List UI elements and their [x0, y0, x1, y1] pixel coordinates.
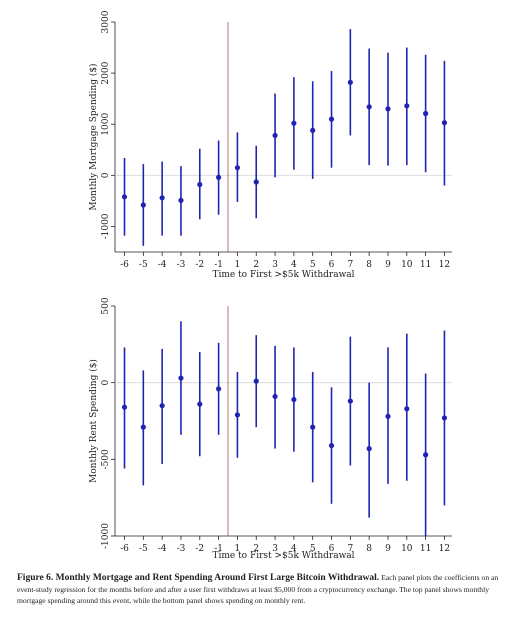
x-tick-label: 7 [347, 544, 353, 554]
data-point [347, 398, 353, 404]
x-tick-label: -5 [139, 260, 148, 270]
x-tick-label: 9 [385, 260, 391, 270]
x-tick-label: 4 [291, 260, 297, 270]
data-point [404, 406, 410, 412]
x-tick-label: 2 [253, 544, 259, 554]
data-point [291, 396, 297, 403]
x-tick-label: 5 [310, 260, 316, 270]
data-point [272, 393, 278, 400]
x-tick-label: 9 [385, 544, 391, 554]
y-tick-label: -1000 [101, 523, 111, 549]
x-axis-title: Time to First >$5k Withdrawal [212, 551, 354, 561]
data-point [347, 79, 353, 85]
x-tick-label: -3 [177, 544, 186, 554]
data-point [423, 110, 429, 117]
data-point [121, 404, 128, 410]
x-tick-label: 7 [347, 260, 353, 270]
data-point [253, 378, 259, 384]
data-point [253, 179, 259, 185]
data-point [366, 104, 372, 110]
data-point [159, 195, 165, 201]
x-tick-label: -5 [139, 544, 148, 554]
x-tick-label: 1 [235, 544, 241, 554]
x-tick-label: -4 [158, 260, 167, 270]
x-tick-label: -6 [120, 544, 129, 554]
y-tick-label: 500 [101, 297, 111, 314]
data-point [197, 181, 203, 188]
data-point [216, 174, 222, 180]
x-tick-label: 10 [401, 544, 413, 554]
data-point [178, 197, 184, 203]
data-point [178, 375, 184, 381]
data-point [385, 106, 391, 112]
data-point [140, 424, 146, 430]
data-point [404, 103, 410, 109]
y-tick-label: 1000 [101, 112, 111, 135]
x-tick-label: -1 [214, 544, 223, 554]
x-tick-label: 12 [439, 260, 450, 270]
y-axis-title: Monthly Rent Spending ($) [88, 359, 99, 483]
x-tick-label: -2 [195, 260, 204, 270]
data-point [159, 403, 165, 409]
y-tick-label: -1000 [101, 213, 111, 239]
data-point [197, 401, 203, 407]
x-tick-label: 4 [291, 544, 297, 554]
x-tick-label: 11 [420, 260, 431, 270]
y-tick-label: 2000 [101, 61, 111, 84]
y-tick-label: 0 [101, 380, 111, 386]
x-tick-label: 1 [235, 260, 241, 270]
data-point [234, 412, 241, 418]
y-axis-title: Monthly Mortgage Spending ($) [88, 63, 99, 210]
data-point [423, 452, 429, 458]
x-tick-label: -1 [214, 260, 223, 270]
figure-caption: Figure 6. Monthly Mortgage and Rent Spen… [17, 572, 517, 606]
data-point [310, 127, 316, 133]
data-point [121, 194, 128, 200]
x-tick-label: 6 [329, 260, 335, 270]
caption-label: Figure 6. Monthly Mortgage and Rent Spen… [17, 573, 380, 583]
data-point [140, 202, 146, 208]
x-tick-label: -2 [195, 544, 204, 554]
x-tick-label: -4 [158, 544, 167, 554]
data-point [366, 446, 372, 452]
x-tick-label: -6 [120, 260, 129, 270]
caption-text: Each panel plots the coefficients on an … [17, 573, 499, 605]
x-tick-label: 3 [272, 544, 278, 554]
x-tick-label: 12 [439, 544, 450, 554]
data-point [441, 415, 448, 421]
x-tick-label: -3 [177, 260, 186, 270]
x-tick-label: 5 [310, 544, 316, 554]
data-point [328, 116, 335, 122]
y-tick-label: 0 [101, 172, 111, 178]
x-tick-label: 8 [366, 544, 372, 554]
y-tick-label: -500 [101, 449, 111, 469]
data-point [272, 132, 278, 139]
x-tick-label: 11 [420, 544, 431, 554]
data-point [291, 120, 297, 126]
data-point [328, 442, 335, 449]
x-tick-label: 2 [253, 260, 259, 270]
data-point [310, 424, 316, 430]
x-tick-label: 3 [272, 260, 278, 270]
x-axis-title: Time to First >$5k Withdrawal [212, 270, 354, 280]
x-tick-label: 8 [366, 260, 372, 270]
data-point [234, 165, 241, 171]
data-point [385, 413, 391, 419]
data-point [216, 386, 222, 392]
data-point [441, 120, 448, 126]
x-tick-label: 10 [401, 260, 413, 270]
x-tick-label: 6 [329, 544, 335, 554]
y-tick-label: 3000 [101, 10, 111, 33]
